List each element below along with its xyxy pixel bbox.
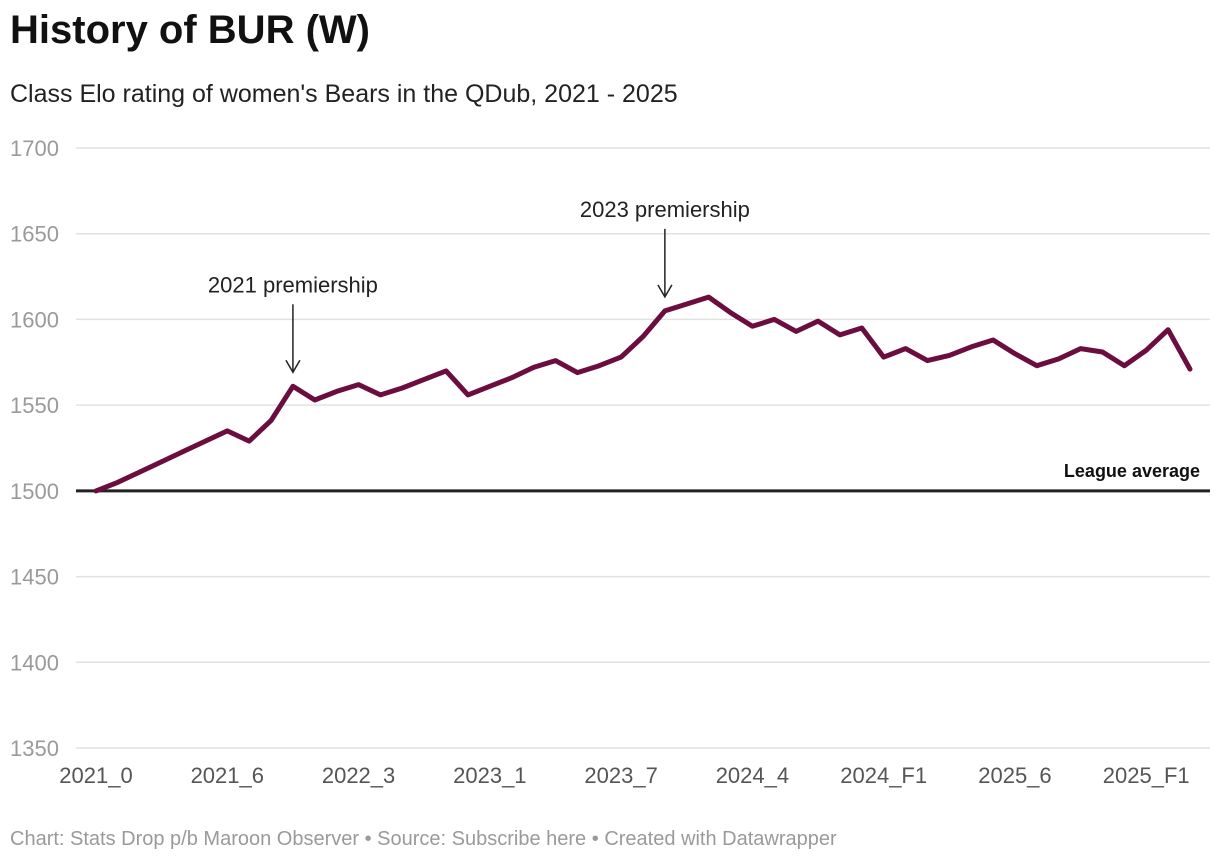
annotation-arrow-head bbox=[657, 284, 673, 299]
x-tick-label: 2023_7 bbox=[584, 763, 657, 788]
annotation-label: 2021 premiership bbox=[208, 272, 378, 297]
grid-layer bbox=[76, 147, 1210, 749]
chart-footer: Chart: Stats Drop p/b Maroon Observer • … bbox=[10, 828, 837, 851]
footer-source-link[interactable]: Source: Subscribe here bbox=[377, 828, 587, 850]
y-tick-label: 1450 bbox=[10, 565, 59, 590]
annotation-layer: 2021 premiership 2023 premiership bbox=[208, 197, 750, 374]
footer-chart-label: Chart: Stats Drop p/b Maroon Observer bbox=[10, 828, 360, 850]
y-tick-label: 1650 bbox=[10, 222, 59, 247]
x-tick-label: 2021_6 bbox=[191, 763, 264, 788]
x-tick-label: 2021_0 bbox=[59, 763, 132, 788]
y-tick-label: 1400 bbox=[10, 650, 59, 675]
footer-separator: • bbox=[586, 828, 605, 850]
x-tick-label: 2023_1 bbox=[453, 763, 526, 788]
series-layer bbox=[93, 294, 1193, 494]
x-tick-label: 2024_F1 bbox=[840, 763, 927, 788]
y-tick-label: 1350 bbox=[10, 736, 59, 761]
y-tick-label: 1700 bbox=[10, 136, 59, 161]
x-axis: 2021_0 2021_6 2022_3 2023_1 2023_7 2024_4 2024… bbox=[59, 763, 1189, 788]
annotation-arrow-head bbox=[285, 359, 301, 374]
x-tick-label: 2025_F1 bbox=[1103, 763, 1190, 788]
series-line bbox=[93, 294, 1193, 494]
chart-subtitle: Class Elo rating of women's Bears in the… bbox=[10, 80, 678, 108]
x-tick-label: 2022_3 bbox=[322, 763, 395, 788]
baseline-layer: League average bbox=[76, 461, 1210, 493]
footer-credit-link[interactable]: Created with Datawrapper bbox=[604, 828, 837, 850]
x-tick-label: 2024_4 bbox=[716, 763, 789, 788]
y-tick-label: 1600 bbox=[10, 307, 59, 332]
y-tick-label: 1500 bbox=[10, 479, 59, 504]
chart-title: History of BUR (W) bbox=[10, 8, 370, 52]
y-tick-label: 1550 bbox=[10, 393, 59, 418]
x-tick-label: 2025_6 bbox=[978, 763, 1051, 788]
footer-separator: • bbox=[359, 828, 378, 850]
league-average-label: League average bbox=[1064, 461, 1200, 481]
annotation-label: 2023 premiership bbox=[580, 197, 750, 222]
y-axis: 1350 1400 1450 1500 1550 1600 1650 1700 bbox=[10, 136, 59, 761]
